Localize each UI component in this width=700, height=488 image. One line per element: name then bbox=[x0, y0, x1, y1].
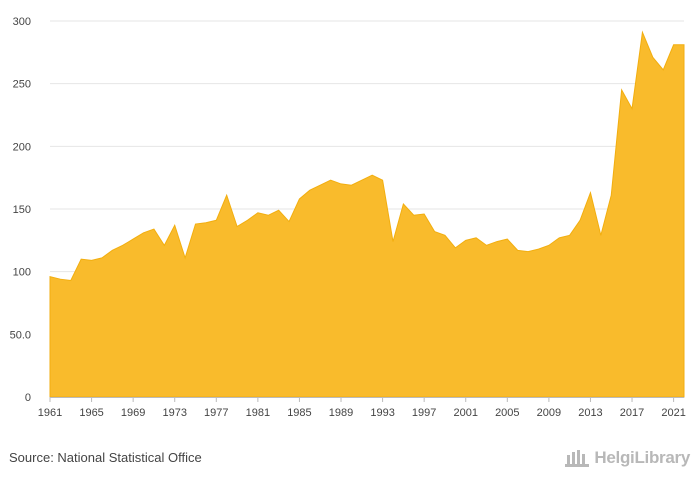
data-point bbox=[433, 230, 437, 234]
x-tick-label: 1977 bbox=[204, 407, 228, 419]
data-point bbox=[485, 243, 489, 247]
data-point bbox=[121, 243, 125, 247]
data-point bbox=[287, 220, 291, 224]
x-tick-label: 1981 bbox=[246, 407, 270, 419]
data-point bbox=[578, 218, 582, 222]
data-point bbox=[277, 208, 281, 212]
data-point bbox=[672, 43, 676, 47]
y-tick-labels: 0 50.0 100 150 200 250 300 bbox=[10, 16, 31, 404]
data-point bbox=[256, 211, 260, 215]
data-point bbox=[588, 191, 592, 195]
data-point bbox=[58, 277, 62, 281]
source-note: Source: National Statistical Office bbox=[9, 450, 202, 465]
x-tick-label: 1961 bbox=[38, 407, 62, 419]
y-tick-label: 200 bbox=[13, 141, 31, 153]
y-tick-label: 300 bbox=[13, 16, 31, 28]
data-point bbox=[412, 213, 416, 217]
data-point bbox=[349, 183, 353, 187]
data-point bbox=[505, 237, 509, 241]
data-point bbox=[110, 248, 114, 252]
data-point bbox=[391, 240, 395, 244]
x-tick-label: 2021 bbox=[661, 407, 685, 419]
x-tick-label: 2017 bbox=[620, 407, 644, 419]
data-point bbox=[308, 188, 312, 192]
x-tick-labels: 1961 1965 1969 1973 1977 1981 1985 1989 1993 1997… bbox=[38, 407, 686, 419]
x-tick-label: 1997 bbox=[412, 407, 436, 419]
data-point bbox=[536, 247, 540, 251]
y-tick-label: 100 bbox=[13, 267, 31, 279]
y-tick-label: 0 bbox=[25, 392, 31, 404]
x-tick-label: 2009 bbox=[537, 407, 561, 419]
data-point bbox=[495, 240, 499, 244]
data-point bbox=[69, 278, 73, 282]
data-point bbox=[381, 178, 385, 182]
helgilibrary-logo[interactable]: HelgiLibrary bbox=[564, 448, 690, 468]
data-point bbox=[235, 225, 239, 229]
data-point bbox=[682, 43, 686, 47]
data-point bbox=[568, 233, 572, 237]
data-point bbox=[204, 221, 208, 225]
data-point bbox=[661, 68, 665, 72]
axis-layer bbox=[49, 397, 684, 402]
x-tick-label: 2001 bbox=[453, 407, 477, 419]
library-building-icon bbox=[565, 450, 590, 467]
data-point bbox=[48, 275, 52, 279]
data-point bbox=[609, 193, 613, 197]
data-point bbox=[443, 233, 447, 237]
data-point bbox=[266, 213, 270, 217]
data-point bbox=[547, 243, 551, 247]
x-tick-label: 2005 bbox=[495, 407, 519, 419]
data-point bbox=[100, 256, 104, 260]
data-point bbox=[339, 182, 343, 186]
data-point bbox=[630, 107, 634, 111]
data-point bbox=[464, 238, 468, 242]
data-point bbox=[152, 227, 156, 231]
data-point bbox=[516, 248, 520, 252]
data-point bbox=[599, 233, 603, 237]
area-series bbox=[49, 30, 685, 398]
data-point bbox=[620, 88, 624, 92]
data-point bbox=[557, 236, 561, 240]
data-point bbox=[401, 202, 405, 206]
data-point bbox=[183, 256, 187, 260]
area-layer bbox=[48, 30, 686, 398]
data-point bbox=[297, 197, 301, 201]
data-point bbox=[194, 222, 198, 226]
y-tick-label: 50.0 bbox=[10, 329, 31, 341]
data-point bbox=[640, 30, 644, 34]
x-tick-label: 2013 bbox=[578, 407, 602, 419]
x-tick-label: 1973 bbox=[162, 407, 186, 419]
x-tick-label: 1989 bbox=[329, 407, 353, 419]
data-point bbox=[79, 257, 83, 261]
brand-name: HelgiLibrary bbox=[594, 448, 690, 467]
data-point bbox=[90, 258, 94, 262]
data-point bbox=[245, 218, 249, 222]
x-tick-label: 1985 bbox=[287, 407, 311, 419]
y-tick-label: 150 bbox=[13, 204, 31, 216]
data-point bbox=[329, 178, 333, 182]
data-point bbox=[225, 193, 229, 197]
y-tick-label: 250 bbox=[13, 79, 31, 91]
data-point bbox=[142, 231, 146, 235]
data-point bbox=[453, 246, 457, 250]
data-point bbox=[162, 243, 166, 247]
data-point bbox=[360, 178, 364, 182]
data-point bbox=[651, 55, 655, 59]
data-point bbox=[474, 236, 478, 240]
data-point bbox=[131, 237, 135, 241]
data-point bbox=[422, 212, 426, 216]
data-point bbox=[214, 218, 218, 222]
x-tick-label: 1969 bbox=[121, 407, 145, 419]
x-tick-label: 1993 bbox=[370, 407, 394, 419]
x-tick-label: 1965 bbox=[79, 407, 103, 419]
data-point bbox=[526, 250, 530, 254]
data-point bbox=[318, 183, 322, 187]
data-point bbox=[370, 173, 374, 177]
data-point bbox=[173, 223, 177, 227]
